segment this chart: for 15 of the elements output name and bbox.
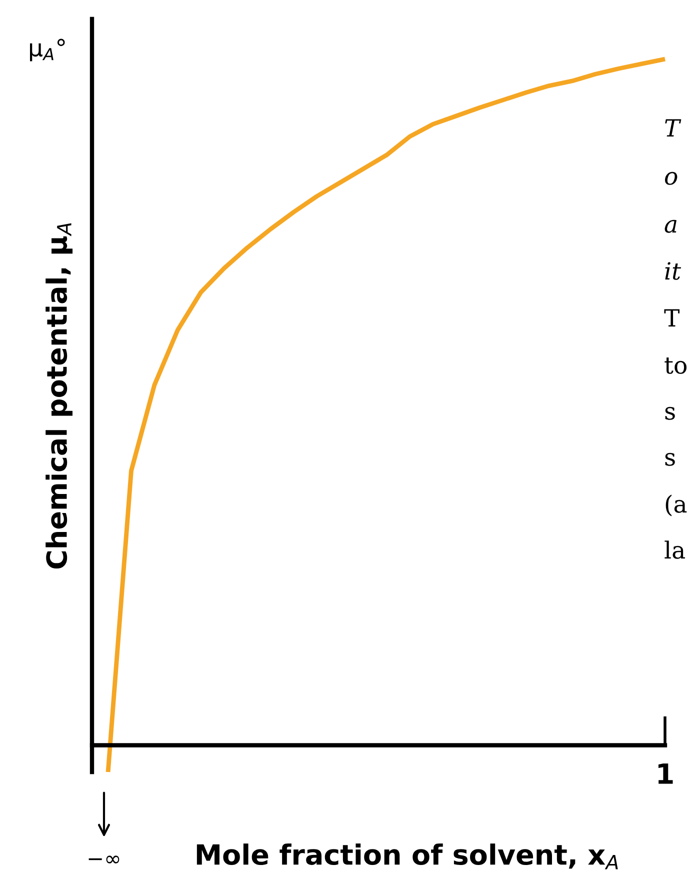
x-axis-title: Mole fraction of solvent, x$_{A}$ (196, 844, 618, 870)
text: (a (666, 494, 687, 516)
text: μ$_{A}$° (30, 38, 65, 62)
text: it (665, 262, 682, 280)
annotation: la (664, 540, 685, 559)
text: s (665, 452, 675, 466)
text: s (665, 406, 675, 420)
y-axis-title: Chemical potential, μ$_{A}$ (46, 223, 73, 569)
annotation: to (664, 357, 687, 374)
text: −∞ (88, 856, 120, 864)
annotation: 1 (658, 764, 673, 784)
annotation: a (664, 220, 676, 233)
text: o (665, 172, 678, 185)
text: T (665, 119, 682, 137)
annotation: T (664, 309, 680, 327)
